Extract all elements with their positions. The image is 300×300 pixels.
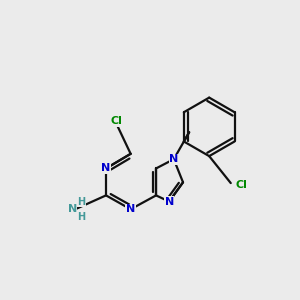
Text: N: N <box>101 164 111 173</box>
Text: N: N <box>126 204 135 214</box>
Text: Cl: Cl <box>236 180 247 190</box>
Text: N: N <box>164 196 174 206</box>
Text: H: H <box>77 212 86 222</box>
Text: H: H <box>77 196 86 206</box>
Text: Cl: Cl <box>111 116 123 127</box>
Text: N: N <box>68 204 77 214</box>
Text: N: N <box>169 154 178 164</box>
